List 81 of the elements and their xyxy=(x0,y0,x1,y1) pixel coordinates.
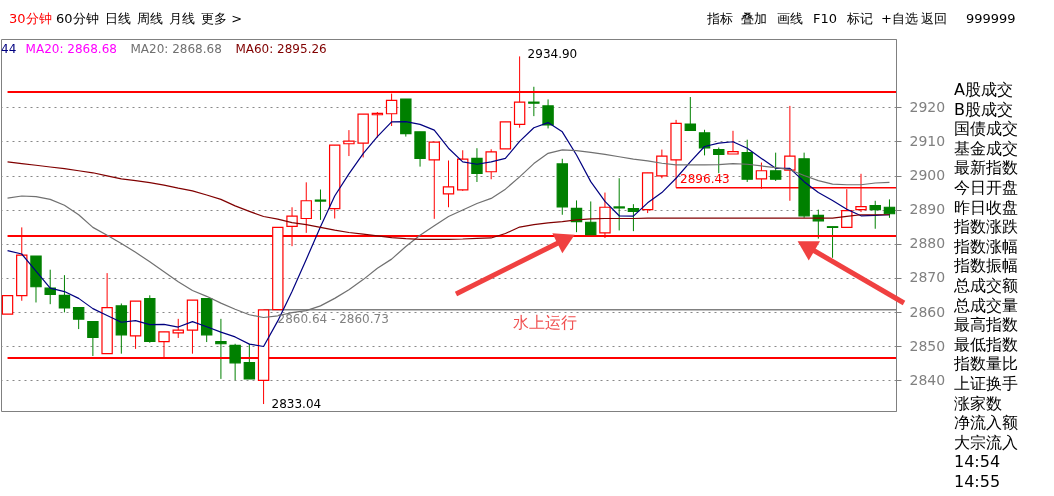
candlestick xyxy=(656,149,668,179)
candlestick xyxy=(87,320,99,357)
text: 30分钟 xyxy=(9,11,52,26)
candlestick xyxy=(528,86,540,117)
text: 上证换手 xyxy=(954,374,1018,393)
candlestick xyxy=(58,274,71,313)
text: 大宗流入 xyxy=(954,432,1018,452)
y-tick-label: 2900 xyxy=(909,167,946,184)
y-tick-label: 2860 xyxy=(909,303,946,320)
candlestick xyxy=(442,160,455,208)
text: 14:55 xyxy=(954,472,1001,491)
annotation: 2833.04 xyxy=(271,397,322,412)
text: 月线 xyxy=(169,11,195,26)
y-tick-label: 2840 xyxy=(909,371,946,388)
text: 最高指数 xyxy=(954,315,1018,335)
candlestick xyxy=(428,141,440,220)
candlestick xyxy=(542,98,554,129)
candlestick xyxy=(698,129,711,156)
y-tick-label: 2850 xyxy=(909,337,946,354)
annotation: 水上运行 xyxy=(513,313,577,332)
text: 叠加 xyxy=(741,11,767,26)
text: F10 xyxy=(813,11,838,26)
text: 标记 xyxy=(846,11,873,26)
text: 国债成交 xyxy=(954,119,1018,139)
text: 基金成交 xyxy=(954,138,1018,158)
candlestick xyxy=(314,189,327,221)
candlestick xyxy=(869,200,881,230)
candlestick xyxy=(727,130,739,155)
candlestick xyxy=(585,200,597,236)
annotation: MA20: 2868.68 xyxy=(25,42,117,56)
candlestick xyxy=(471,147,483,183)
candlestick xyxy=(826,226,839,259)
candlestick xyxy=(72,306,85,330)
text: 涨家数 xyxy=(954,393,1002,413)
candlestick xyxy=(229,343,241,381)
candlestick xyxy=(684,96,697,132)
y-tick-label: 2920 xyxy=(909,98,946,115)
candlestick xyxy=(243,343,256,380)
candlestick xyxy=(485,148,497,180)
text: 44 xyxy=(1,42,17,56)
text: 日线 xyxy=(105,11,131,26)
candlestick xyxy=(769,152,782,182)
text: 最低指数 xyxy=(954,334,1018,354)
candlestick xyxy=(215,318,227,380)
text: 今日开盘 xyxy=(954,178,1018,197)
text: 指数涨幅 xyxy=(953,236,1018,256)
y-tick-label: 2910 xyxy=(909,132,946,149)
candlestick xyxy=(627,203,640,232)
ref-line-label: 2860.64 - 2860.73 xyxy=(277,311,389,326)
text: 指标 xyxy=(706,11,733,26)
text: 60分钟 xyxy=(56,11,99,26)
candlestick xyxy=(44,269,56,305)
candlestick xyxy=(613,177,625,231)
candlestick xyxy=(343,129,355,157)
y-tick-label: 2880 xyxy=(909,235,946,252)
text: +自选 xyxy=(881,11,918,26)
y-tick-label: 2890 xyxy=(909,201,946,218)
text: 总成交额 xyxy=(953,276,1018,295)
ref-line-label: 2896.43 xyxy=(680,171,730,186)
text: 净流入额 xyxy=(954,413,1018,433)
text: 返回 xyxy=(921,11,947,26)
text: 最新指数 xyxy=(954,158,1018,178)
candlestick xyxy=(713,147,725,174)
text: 指数量比 xyxy=(953,354,1018,374)
annotation: 2934.90 xyxy=(527,47,578,62)
text: A股成交 xyxy=(954,80,1013,99)
text: MA60: 2895.26 xyxy=(235,42,327,56)
text: 总成交量 xyxy=(953,295,1018,315)
text: 指数振幅 xyxy=(953,256,1018,276)
y-tick-label: 2870 xyxy=(909,269,946,286)
text: 周线 xyxy=(137,11,163,26)
text: 画线 xyxy=(777,11,803,26)
text: B股成交 xyxy=(954,99,1013,119)
text: 999999 xyxy=(966,11,1016,26)
text: 更多 > xyxy=(201,11,243,26)
candlestick xyxy=(172,318,184,339)
candlestick xyxy=(300,181,312,234)
text: 昨日收盘 xyxy=(954,197,1018,217)
text: 14:54 xyxy=(954,452,1001,472)
text: MA20: 2868.68 xyxy=(130,42,222,56)
text: 指数涨跌 xyxy=(953,217,1018,237)
